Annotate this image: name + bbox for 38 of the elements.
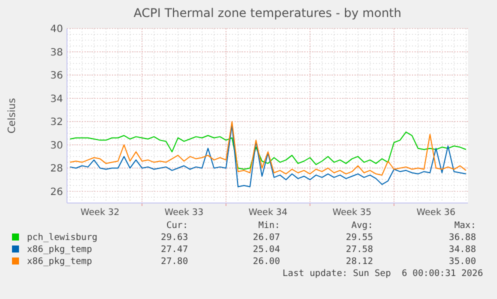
legend-label: pch_lewisburg: [27, 233, 98, 243]
x-tick-label: Week 35: [332, 208, 372, 218]
y-tick-label: 28: [50, 164, 63, 175]
y-axis-title: Celsius: [7, 98, 18, 134]
text: 29.63: [160, 233, 188, 243]
text: 25.04: [252, 245, 280, 255]
text: Last update: Sun Sep 6 00:00:31 2026: [282, 269, 483, 279]
line-series: [70, 132, 466, 170]
text: Avg:: [351, 221, 373, 231]
text: Max:: [454, 221, 476, 231]
x-tick-label: Week 34: [248, 208, 288, 218]
text: 27.80: [160, 257, 188, 267]
text: 36.88: [448, 233, 476, 243]
legend-label: x86_pkg_temp: [27, 257, 92, 267]
text: 27.47: [160, 245, 188, 255]
text: 34.88: [448, 245, 476, 255]
chart-title: ACPI Thermal zone temperatures - by month: [134, 6, 402, 20]
x-tick-label: Week 36: [416, 208, 456, 218]
text: 27.58: [346, 245, 373, 255]
text: Cur:: [166, 221, 188, 231]
y-tick-label: 34: [50, 94, 63, 105]
y-tick-label: 30: [50, 140, 63, 152]
text: 28.12: [346, 257, 373, 267]
text: 26.07: [252, 233, 280, 243]
text: Min:: [258, 221, 280, 231]
y-tick-label: 26: [50, 186, 63, 198]
y-tick-label: 36: [50, 70, 63, 82]
line-series: [70, 124, 466, 188]
x-tick-label: Week 33: [164, 208, 204, 218]
text: 26.00: [252, 257, 280, 267]
text: 29.55: [346, 233, 373, 243]
y-tick-label: 32: [50, 117, 63, 128]
y-tick-label: 38: [50, 47, 63, 58]
x-tick-label: Week 32: [80, 208, 120, 218]
text: 35.00: [448, 257, 476, 267]
legend-label: x86_pkg_temp: [27, 245, 92, 255]
line-series: [70, 121, 466, 176]
y-tick-label: 40: [50, 24, 63, 35]
